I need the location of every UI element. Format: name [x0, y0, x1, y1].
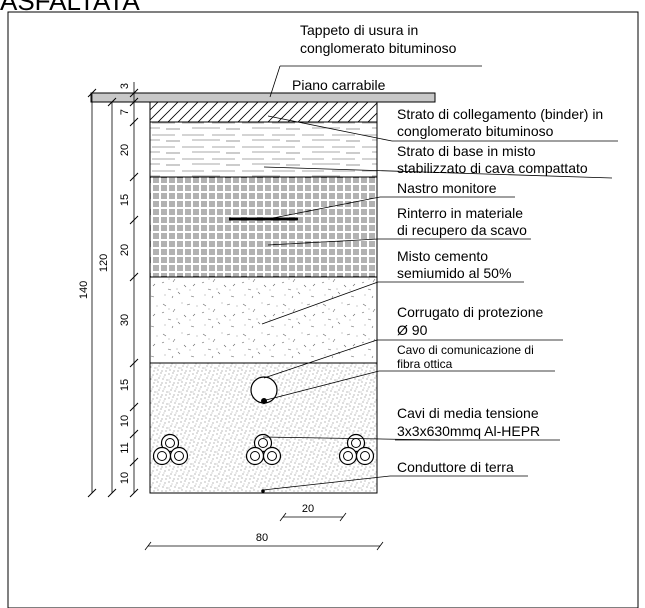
- mv-cable-trefoil-left: [152, 433, 189, 466]
- dim-layer-6: 30: [119, 314, 131, 326]
- dim-layer-4: 15: [119, 194, 131, 206]
- dim-layer-5: 20: [119, 244, 131, 256]
- binder-layer: [149, 101, 378, 123]
- dim-spacing: 20: [302, 503, 314, 515]
- label-piano-carrabile: Piano carrabile: [292, 77, 386, 93]
- label-misto-cemento-1: Misto cemento: [397, 248, 488, 264]
- label-corrugato-2: Ø 90: [397, 322, 428, 338]
- backfill-layer: [149, 176, 378, 278]
- dim-layer-8: 10: [119, 415, 131, 427]
- pavement-slab: [90, 92, 436, 103]
- dim-layer-1: 3: [119, 83, 131, 89]
- vertical-dimension-lines: [87, 82, 139, 498]
- label-conduttore-terra: Conduttore di terra: [397, 459, 514, 475]
- fiber-optic-cable: [261, 398, 267, 404]
- horizontal-dimension-lines: [144, 512, 384, 551]
- label-tappeto-2: conglomerato bituminoso: [300, 40, 457, 56]
- drawing-frame: [7, 11, 639, 608]
- dim-depth-total: 140: [78, 281, 90, 299]
- label-fibra-1: Cavo di comunicazione di: [397, 343, 534, 357]
- label-cavi-mt-1: Cavi di media tensione: [397, 405, 539, 421]
- label-nastro-monitore: Nastro monitore: [397, 180, 497, 196]
- label-base-2: stabilizzato di cava compattato: [397, 160, 588, 176]
- leader-lines: [261, 65, 618, 491]
- dim-layer-7: 15: [119, 379, 131, 391]
- label-base-1: Strato di base in misto: [397, 143, 536, 159]
- mv-cable-trefoil-center: [245, 433, 282, 466]
- label-tappeto-1: Tappeto di usura in: [300, 22, 418, 38]
- label-fibra-2: fibra ottica: [397, 357, 453, 371]
- label-binder-1: Strato di collegamento (binder) in: [397, 106, 603, 122]
- dim-width: 80: [256, 532, 268, 544]
- dim-depth-trench: 120: [98, 254, 110, 272]
- base-layer: [149, 121, 378, 178]
- label-binder-2: conglomerato bituminoso: [397, 123, 554, 139]
- dim-layer-9: 11: [119, 442, 131, 453]
- label-rinterro-1: Rinterro in materiale: [397, 205, 523, 221]
- dim-layer-3: 20: [119, 144, 131, 156]
- dim-layer-2: 7: [119, 109, 131, 115]
- label-cavi-mt-2: 3x3x630mmq Al-HEPR: [397, 423, 540, 439]
- label-corrugato-1: Corrugato di protezione: [397, 304, 544, 320]
- label-misto-cemento-2: semiumido al 50%: [397, 265, 511, 281]
- dim-layer-10: 10: [119, 472, 131, 484]
- label-rinterro-2: di recupero da scavo: [397, 222, 527, 238]
- lean-concrete-layer: [149, 276, 378, 364]
